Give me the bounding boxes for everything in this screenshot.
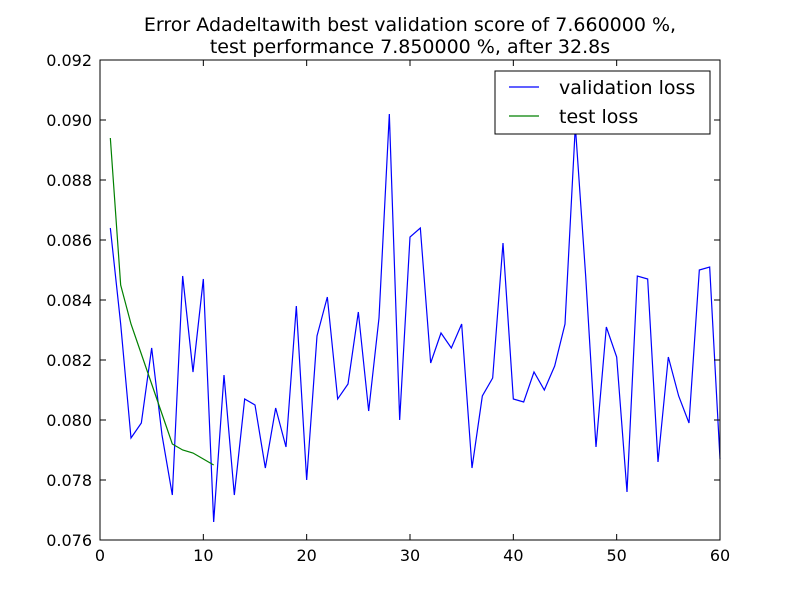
x-tick-label: 0 — [95, 546, 105, 565]
chart-title: Error Adadeltawith best validation score… — [144, 14, 676, 36]
legend: validation loss test loss — [494, 70, 711, 135]
y-tick-label: 0.082 — [46, 351, 92, 370]
y-tick-label: 0.090 — [46, 111, 92, 130]
legend-label-0: validation loss — [559, 77, 695, 99]
x-tick-label: 20 — [296, 546, 316, 565]
y-tick-label: 0.088 — [46, 171, 92, 190]
legend-box — [494, 70, 711, 135]
x-tick-label: 30 — [400, 546, 420, 565]
y-tick-label: 0.078 — [46, 471, 92, 490]
y-tick-label: 0.080 — [46, 411, 92, 430]
y-tick-label: 0.092 — [46, 51, 92, 70]
series-layer — [109, 113, 721, 523]
series-line-1 — [109, 137, 214, 466]
y-tick-label: 0.076 — [46, 531, 92, 550]
x-tick-label: 60 — [710, 546, 730, 565]
x-tick-label: 50 — [606, 546, 626, 565]
x-tick-label: 40 — [503, 546, 523, 565]
y-tick-label: 0.086 — [46, 231, 92, 250]
chart-subtitle: test performance 7.850000 %, after 32.8s — [210, 36, 610, 58]
y-tick-label: 0.084 — [46, 291, 92, 310]
x-tick-label: 10 — [193, 546, 213, 565]
legend-label-1: test loss — [559, 106, 638, 128]
axes-ticks: 0 10 20 30 40 50 60 0.076 0.078 0.080 0.082 0.084 0.… — [46, 51, 730, 565]
series-line-0 — [109, 113, 721, 523]
